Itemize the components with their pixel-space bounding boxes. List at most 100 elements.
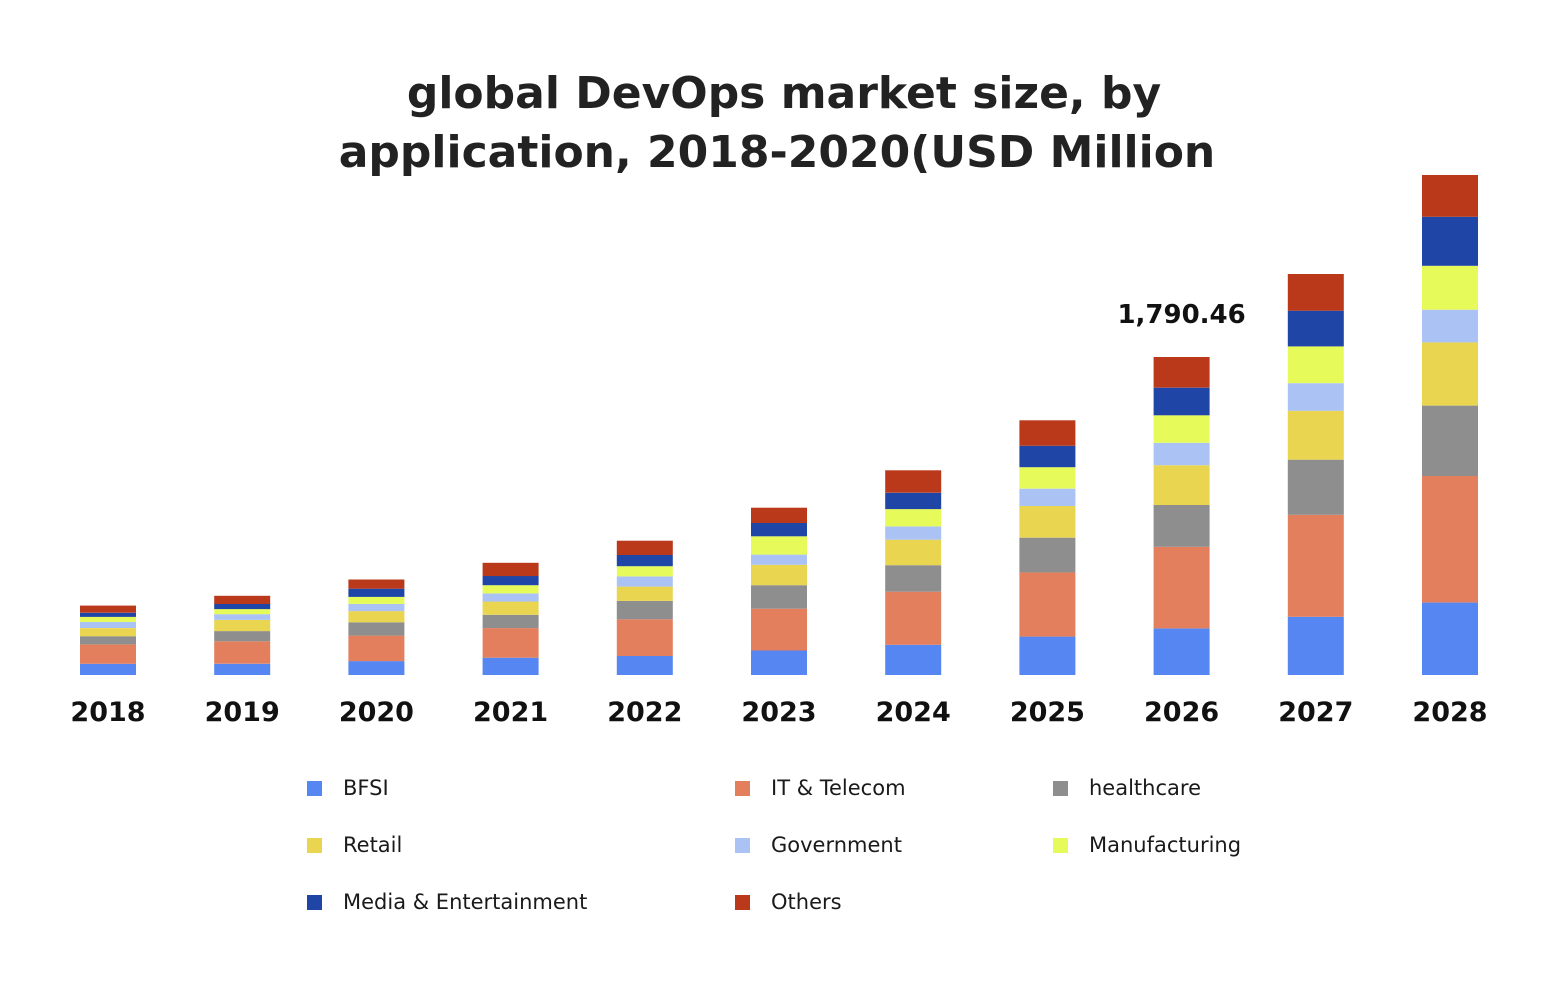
bar-stacks — [80, 175, 1478, 675]
bar-segment-2023-others — [751, 507, 807, 523]
bar-segment-2021-bfsi — [482, 657, 539, 675]
bar-segment-2019-others — [214, 595, 271, 604]
bar-segment-2021-it-telecom — [482, 628, 539, 658]
legend-label: Manufacturing — [1089, 833, 1242, 857]
x-tick-label-2020: 2020 — [339, 697, 414, 728]
bar-stack-2020 — [348, 579, 405, 675]
bar-stack-2021 — [482, 562, 539, 675]
bar-segment-2025-retail — [1019, 506, 1076, 538]
bar-segment-2028-healthcare — [1422, 405, 1478, 476]
bar-segment-2025-government — [1019, 488, 1076, 506]
bar-segment-2026-retail — [1153, 465, 1210, 505]
x-tick-label-2022: 2022 — [607, 697, 682, 728]
bar-segment-2021-others — [482, 562, 539, 577]
bar-segment-2026-media-entertainment — [1153, 387, 1210, 416]
bar-segment-2028-media-entertainment — [1422, 216, 1478, 266]
bar-segment-2026-others — [1153, 357, 1210, 388]
bar-segment-2020-bfsi — [348, 661, 405, 675]
bar-stack-2019 — [214, 595, 271, 675]
bar-segment-2022-retail — [616, 586, 673, 601]
bar-segment-2024-it-telecom — [885, 591, 942, 645]
bar-stack-2023 — [751, 507, 807, 675]
x-axis-tick-labels: 2018 2019 2020 2021 2022 2023 2024 2025 2026 2027… — [70, 697, 1487, 728]
bar-segment-2021-media-entertainment — [482, 576, 539, 586]
bar-segment-2026-bfsi — [1153, 628, 1210, 675]
bar-segment-2026-government — [1153, 442, 1210, 466]
bar-segment-2025-media-entertainment — [1019, 445, 1076, 468]
bar-stack-2024 — [885, 470, 942, 675]
legend-swatch — [307, 894, 322, 910]
bar-segment-2028-others — [1422, 175, 1478, 217]
bar-segment-2022-media-entertainment — [616, 555, 673, 567]
bar-segment-2028-retail — [1422, 342, 1478, 406]
bar-segment-2021-retail — [482, 601, 539, 615]
bar-segment-2021-healthcare — [482, 614, 539, 629]
x-tick-label-2023: 2023 — [741, 697, 816, 728]
bar-segment-2024-retail — [885, 539, 942, 566]
bar-segment-2027-retail — [1287, 410, 1344, 460]
bar-segment-2028-it-telecom — [1422, 476, 1478, 603]
bar-segment-2024-others — [885, 470, 942, 493]
bar-segment-2019-government — [214, 614, 271, 620]
bar-segment-2028-government — [1422, 309, 1478, 343]
x-tick-label-2021: 2021 — [473, 697, 548, 728]
bar-segment-2027-healthcare — [1287, 459, 1344, 515]
bar-segment-2020-others — [348, 579, 405, 589]
legend-swatch — [735, 837, 750, 853]
bar-segment-2024-media-entertainment — [885, 492, 942, 510]
bar-segment-2024-government — [885, 526, 942, 540]
bar-segment-2025-bfsi — [1019, 636, 1076, 675]
bar-segment-2021-manufacturing — [482, 585, 539, 594]
x-tick-label-2026: 2026 — [1144, 697, 1219, 728]
bar-segment-2023-it-telecom — [751, 608, 807, 651]
bar-segment-2024-bfsi — [885, 644, 942, 675]
legend-swatch — [735, 780, 750, 796]
bar-segment-2024-manufacturing — [885, 509, 942, 527]
legend-label: healthcare — [1089, 776, 1201, 800]
bar-segment-2028-bfsi — [1422, 602, 1478, 675]
legend-swatch — [307, 780, 322, 796]
legend-item-bfsi: BFSI — [307, 776, 389, 800]
chart-title-line-2: application, 2018-2020(USD Million — [339, 127, 1216, 178]
legend-label: IT & Telecom — [771, 776, 906, 800]
bar-segment-2018-it-telecom — [80, 644, 136, 664]
legend-swatch — [1053, 780, 1068, 796]
legend-item-others: Others — [735, 890, 842, 914]
x-tick-label-2028: 2028 — [1412, 697, 1487, 728]
bar-segment-2027-manufacturing — [1287, 346, 1344, 384]
bar-segment-2025-others — [1019, 420, 1076, 446]
x-tick-label-2024: 2024 — [876, 697, 951, 728]
legend-label: Others — [771, 890, 842, 914]
legend-swatch — [735, 894, 750, 910]
bar-segment-2026-healthcare — [1153, 505, 1210, 547]
chart-title-line-1: global DevOps market size, by — [407, 68, 1161, 119]
bar-segment-2026-it-telecom — [1153, 546, 1210, 629]
bar-segment-2022-manufacturing — [616, 566, 673, 577]
bar-segment-2023-media-entertainment — [751, 523, 807, 537]
legend-item-retail: Retail — [307, 833, 402, 857]
x-tick-label-2025: 2025 — [1010, 697, 1085, 728]
bar-segment-2019-manufacturing — [214, 609, 271, 615]
bar-stack-2022 — [616, 540, 673, 675]
legend-label: Retail — [343, 833, 403, 857]
legend-swatch — [307, 837, 322, 853]
bar-stack-2018 — [80, 605, 136, 675]
bar-segment-2022-healthcare — [616, 600, 673, 620]
x-tick-label-2019: 2019 — [205, 697, 280, 728]
bar-segment-2023-government — [751, 554, 807, 565]
legend-item-government: Government — [735, 833, 902, 857]
bar-segment-2018-government — [80, 621, 136, 628]
bar-segment-2020-it-telecom — [348, 635, 405, 662]
bar-segment-2024-healthcare — [885, 565, 942, 592]
bar-segment-2023-bfsi — [751, 650, 807, 675]
bar-segment-2027-media-entertainment — [1287, 310, 1344, 347]
bar-segment-2027-bfsi — [1287, 616, 1344, 675]
legend-item-manufacturing: Manufacturing — [1053, 833, 1241, 857]
bar-segment-2019-bfsi — [214, 663, 271, 675]
bar-segment-2020-healthcare — [348, 622, 405, 636]
bar-segment-2027-it-telecom — [1287, 514, 1344, 617]
bar-segment-2022-others — [616, 540, 673, 555]
bar-segment-2020-government — [348, 604, 405, 612]
